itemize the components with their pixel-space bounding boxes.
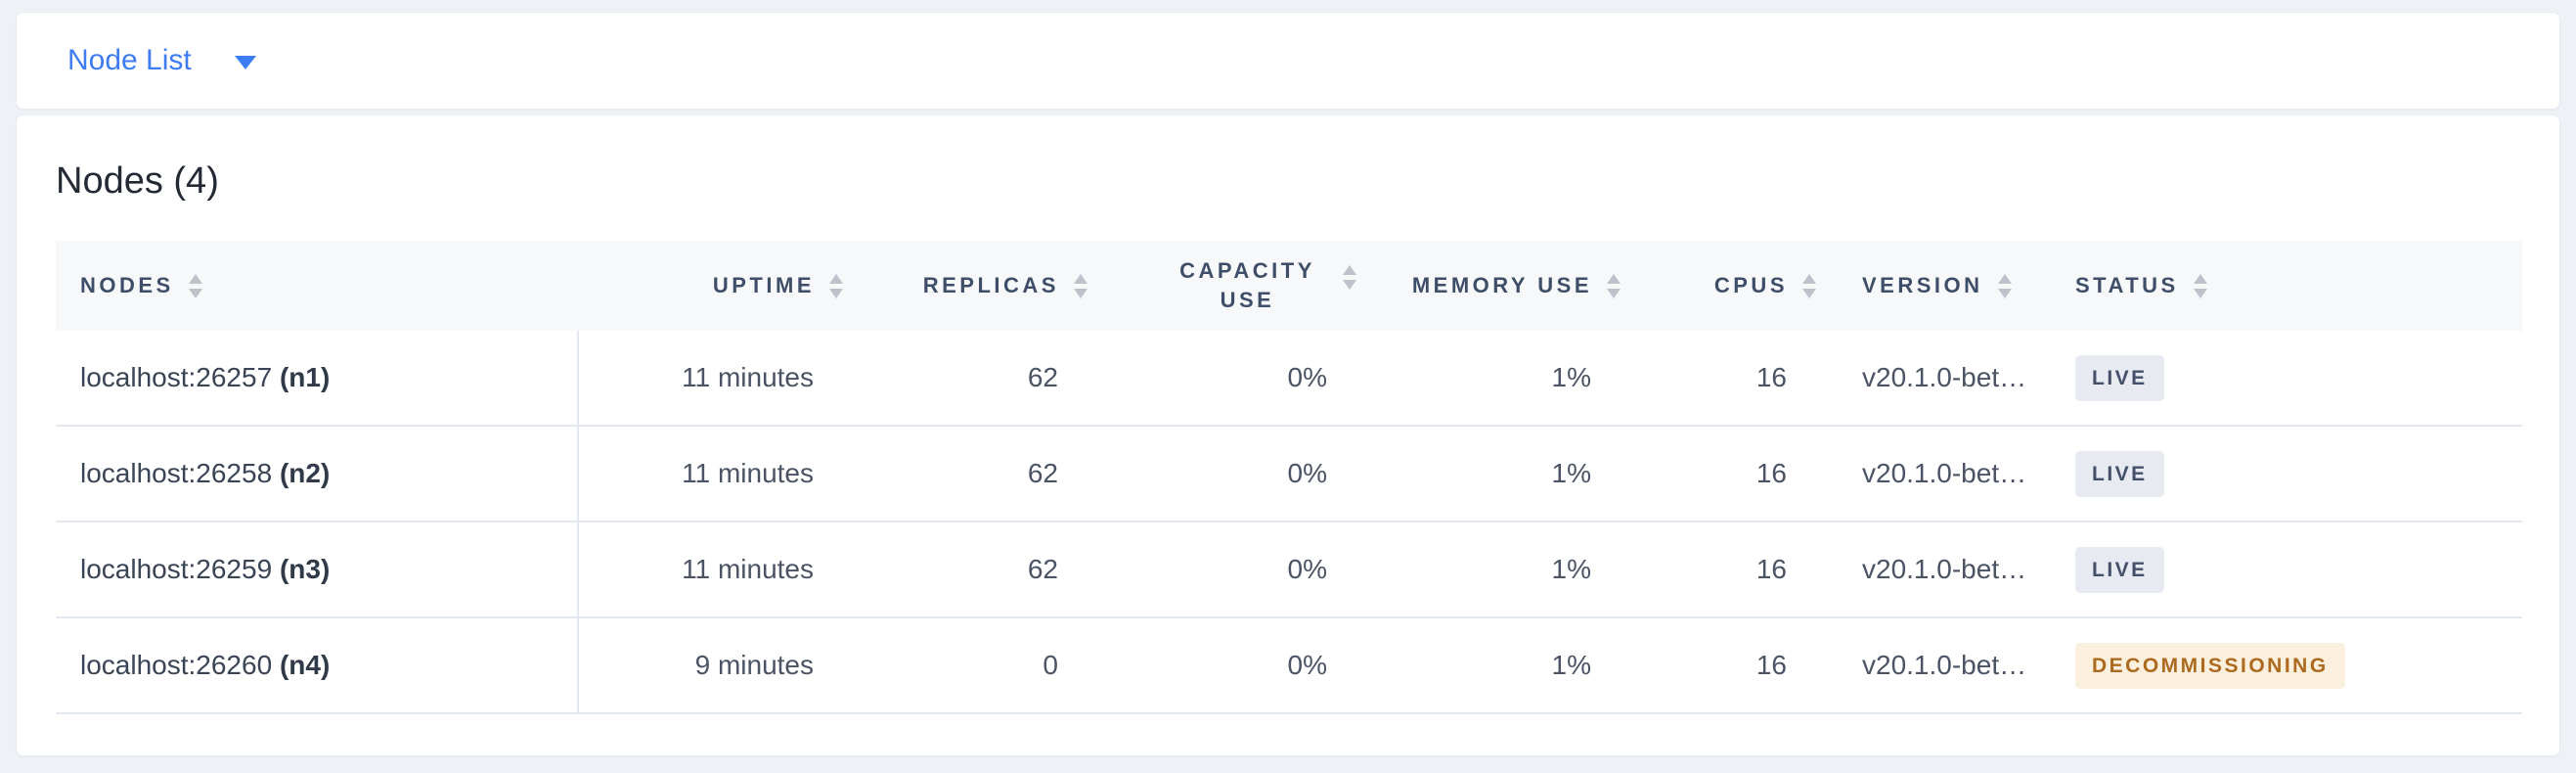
node-replicas-cell: 62	[858, 331, 1102, 427]
nodes-table: NODES UPTIME REPLICAS CAPACITY USE MEMORY US…	[56, 241, 2522, 714]
column-header-capacity_use[interactable]: CAPACITY USE	[1102, 241, 1371, 331]
table-body: localhost:26257 (n1) 11 minutes 62 0% 1% 16 v2…	[56, 331, 2522, 714]
node-replicas-cell: 0	[858, 618, 1102, 714]
status-badge: LIVE	[2075, 450, 2164, 497]
node-replicas-cell: 62	[858, 427, 1102, 523]
node-uptime-cell: 11 minutes	[579, 427, 858, 523]
table-row: localhost:26257 (n1) 11 minutes 62 0% 1% 16 v2…	[56, 331, 2522, 427]
node-replicas-cell: 62	[858, 523, 1102, 618]
node-uptime-cell: 9 minutes	[579, 618, 858, 714]
node-address-cell: localhost:26260 (n4)	[56, 618, 579, 714]
node-id: (n1)	[279, 362, 331, 392]
node-version-cell: v20.1.0-bet…	[1831, 618, 2031, 714]
node-memory_use-cell: 1%	[1371, 523, 1635, 618]
column-label: CPUS	[1713, 273, 1788, 297]
node-version-cell: v20.1.0-bet…	[1831, 331, 2031, 427]
node-memory_use-cell: 1%	[1371, 618, 1635, 714]
column-label: VERSION	[1862, 273, 1983, 297]
column-label: REPLICAS	[922, 273, 1059, 297]
node-list-dropdown[interactable]: Node List	[67, 46, 256, 75]
table-header-row: NODES UPTIME REPLICAS CAPACITY USE MEMORY US…	[56, 241, 2522, 331]
column-header-memory_use[interactable]: MEMORY USE	[1371, 241, 1635, 331]
column-label: MEMORY USE	[1411, 273, 1592, 297]
node-list-dropdown-label: Node List	[67, 44, 192, 76]
node-status-cell: LIVE	[2031, 523, 2522, 618]
column-header-uptime[interactable]: UPTIME	[579, 241, 858, 331]
status-badge: DECOMMISSIONING	[2075, 642, 2345, 689]
column-label: NODES	[80, 273, 174, 297]
column-label: CAPACITY USE	[1179, 258, 1315, 312]
node-capacity_use-cell: 0%	[1102, 331, 1371, 427]
column-header-status[interactable]: STATUS	[2031, 241, 2522, 331]
node-cpus-cell: 16	[1635, 331, 1831, 427]
node-cpus-cell: 16	[1635, 618, 1831, 714]
caret-down-icon	[234, 56, 256, 69]
nodes-panel: Nodes (4) NODES UPTIME REPLICAS CAPACITY US…	[16, 114, 2560, 756]
sort-icon	[1802, 273, 1816, 298]
node-address-link[interactable]: localhost:26257	[80, 362, 273, 392]
sort-icon	[1997, 273, 2012, 298]
node-address-cell: localhost:26259 (n3)	[56, 523, 579, 618]
node-uptime-cell: 11 minutes	[579, 523, 858, 618]
sort-icon	[1343, 265, 1356, 290]
node-uptime-cell: 11 minutes	[579, 331, 858, 427]
table-row: localhost:26258 (n2) 11 minutes 62 0% 1% 16 v2…	[56, 427, 2522, 523]
column-header-replicas[interactable]: REPLICAS	[858, 241, 1102, 331]
table-row: localhost:26260 (n4) 9 minutes 0 0% 1% 16 v20.…	[56, 618, 2522, 714]
node-memory_use-cell: 1%	[1371, 331, 1635, 427]
node-status-cell: DECOMMISSIONING	[2031, 618, 2522, 714]
node-address-link[interactable]: localhost:26260	[80, 650, 273, 680]
table-header: NODES UPTIME REPLICAS CAPACITY USE MEMORY US…	[56, 241, 2522, 331]
node-cpus-cell: 16	[1635, 523, 1831, 618]
column-label: STATUS	[2075, 273, 2179, 297]
table-row: localhost:26259 (n3) 11 minutes 62 0% 1% 16 v2…	[56, 523, 2522, 618]
column-header-address[interactable]: NODES	[56, 241, 579, 331]
node-status-cell: LIVE	[2031, 427, 2522, 523]
sort-icon	[1607, 273, 1621, 298]
view-selector-card: Node List	[16, 12, 2560, 110]
node-version-cell: v20.1.0-bet…	[1831, 427, 2031, 523]
column-label: UPTIME	[712, 273, 815, 297]
column-header-cpus[interactable]: CPUS	[1635, 241, 1831, 331]
node-id: (n3)	[279, 554, 331, 584]
node-capacity_use-cell: 0%	[1102, 618, 1371, 714]
cluster-overview-page: Node List Nodes (4) NODES UPTIME REPLICAS C…	[16, 12, 2560, 756]
sort-icon	[188, 273, 202, 298]
sort-icon	[2193, 273, 2207, 298]
node-cpus-cell: 16	[1635, 427, 1831, 523]
sort-icon	[829, 273, 843, 298]
node-id: (n2)	[279, 458, 331, 488]
sort-icon	[1074, 273, 1088, 298]
node-address-cell: localhost:26257 (n1)	[56, 331, 579, 427]
node-address-link[interactable]: localhost:26258	[80, 458, 273, 488]
node-status-cell: LIVE	[2031, 331, 2522, 427]
node-id: (n4)	[279, 650, 331, 680]
node-capacity_use-cell: 0%	[1102, 427, 1371, 523]
node-version-cell: v20.1.0-bet…	[1831, 523, 2031, 618]
status-badge: LIVE	[2075, 354, 2164, 401]
page-title: Nodes (4)	[56, 160, 219, 202]
node-capacity_use-cell: 0%	[1102, 523, 1371, 618]
node-address-cell: localhost:26258 (n2)	[56, 427, 579, 523]
status-badge: LIVE	[2075, 546, 2164, 593]
node-address-link[interactable]: localhost:26259	[80, 554, 273, 584]
node-memory_use-cell: 1%	[1371, 427, 1635, 523]
column-header-version[interactable]: VERSION	[1831, 241, 2031, 331]
